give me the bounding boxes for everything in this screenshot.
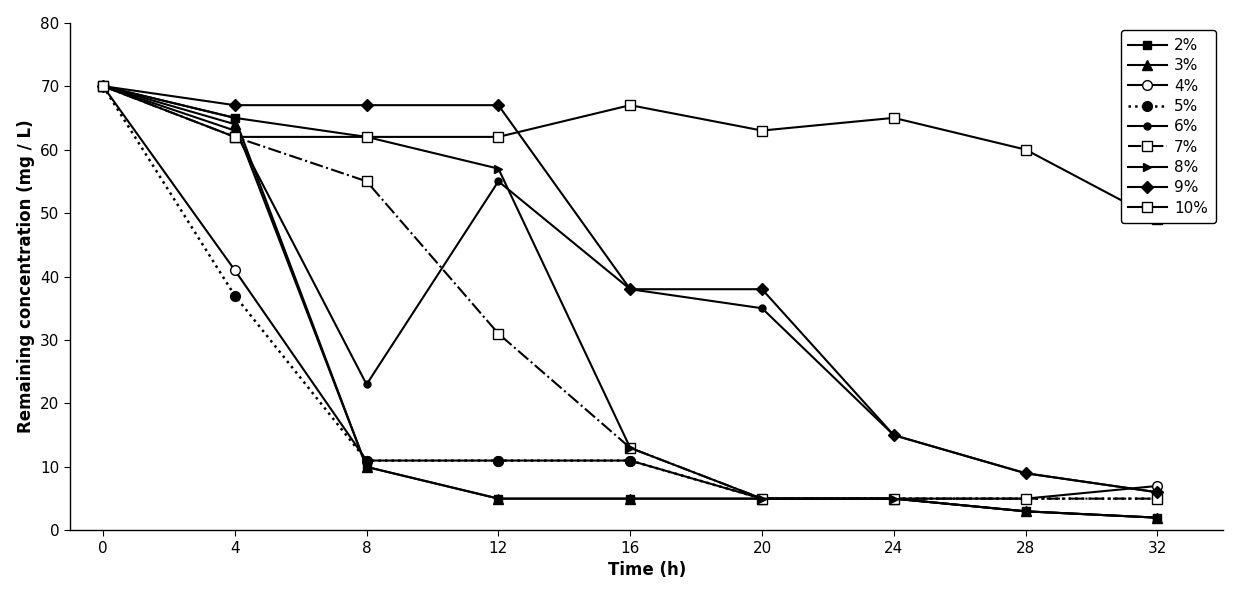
Y-axis label: Remaining concentration (mg / L): Remaining concentration (mg / L) [16,120,35,433]
Legend: 2%, 3%, 4%, 5%, 6%, 7%, 8%, 9%, 10%: 2%, 3%, 4%, 5%, 6%, 7%, 8%, 9%, 10% [1121,30,1215,224]
X-axis label: Time (h): Time (h) [608,561,686,579]
